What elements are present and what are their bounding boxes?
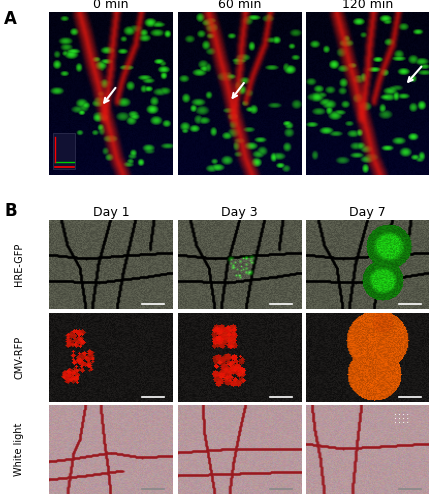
Text: Day 3: Day 3 bbox=[221, 206, 258, 219]
Text: Day 1: Day 1 bbox=[93, 206, 129, 219]
Text: B: B bbox=[4, 202, 17, 220]
Bar bbox=[53, 134, 75, 168]
Title: 120 min: 120 min bbox=[342, 0, 393, 12]
Text: CMV-RFP: CMV-RFP bbox=[14, 336, 24, 379]
Text: HRE-GFP: HRE-GFP bbox=[14, 243, 24, 286]
Title: 60 min: 60 min bbox=[218, 0, 261, 12]
Text: Day 7: Day 7 bbox=[350, 206, 386, 219]
Text: A: A bbox=[4, 10, 17, 28]
Title: 0 min: 0 min bbox=[93, 0, 129, 12]
Text: White light: White light bbox=[14, 423, 24, 476]
